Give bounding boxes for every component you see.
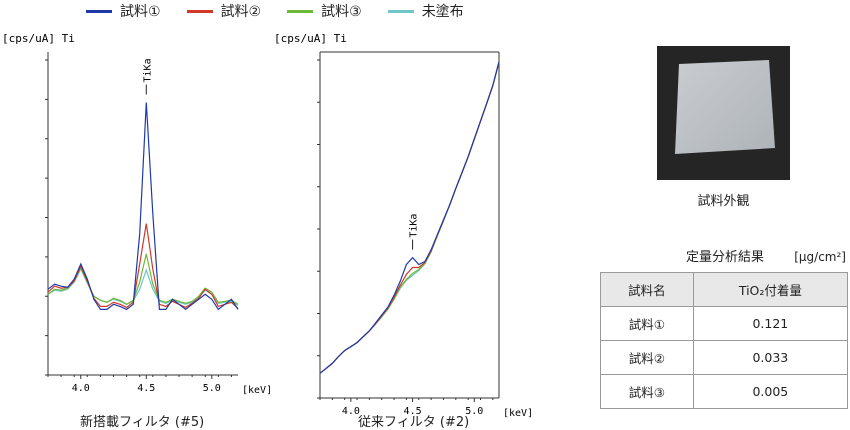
series-line-3	[47, 253, 239, 306]
spectrum-chart-new-filter: [cps/uA] Ti 4.0 4.5 5.0 [keV] TiKa	[2, 32, 272, 396]
spectrum-chart-conventional-filter: [cps/uA] Ti 4.0 4.5 5.0 [keV] TiKa	[274, 32, 533, 419]
results-table: 試料名 TiO₂付着量 試料① 0.121 試料② 0.033 試料③ 0.00…	[600, 272, 849, 409]
header-tio2-amount: TiO₂付着量	[692, 272, 849, 307]
cell-amount: 0.121	[692, 306, 849, 341]
legend-label-uncoated: 未塗布	[421, 4, 464, 20]
table-row: 試料① 0.121	[600, 306, 849, 341]
caption-conventional-filter: 従来フィルタ (#2)	[358, 415, 470, 430]
x-tick-label: 4.0	[72, 383, 90, 394]
legend-swatch-uncoated	[387, 9, 414, 13]
cell-amount: 0.033	[692, 340, 849, 375]
x-tick-label: 4.5	[137, 383, 155, 394]
table-row: 試料② 0.033	[600, 340, 849, 375]
x-axis-label: [keV]	[242, 385, 272, 396]
header-sample-name: 試料名	[600, 272, 694, 307]
series-line-1	[47, 102, 239, 311]
sample-appearance-label: 試料外観	[697, 194, 750, 209]
table-row: 試料③ 0.005	[600, 374, 849, 409]
cell-sample-name: 試料②	[600, 340, 694, 375]
legend-item-uncoated: 未塗布	[387, 1, 464, 21]
legend-label-sample1: 試料①	[120, 4, 161, 20]
legend-item-sample3: 試料③	[287, 1, 362, 21]
chart-legend: 試料① 試料② 試料③ 未塗布	[86, 0, 464, 22]
series-line-2	[47, 223, 239, 309]
y-axis-label: [cps/uA] Ti	[274, 32, 347, 45]
x-tick-label: 5.0	[203, 383, 221, 394]
legend-item-sample1: 試料①	[86, 1, 161, 21]
legend-label-sample2: 試料②	[220, 4, 262, 20]
annotation-label: TiKa	[409, 214, 420, 238]
analysis-title: 定量分析結果	[685, 250, 764, 265]
series-line-1	[319, 61, 500, 374]
x-axis-label: [keV]	[503, 408, 533, 419]
cell-sample-name: 試料③	[600, 374, 694, 409]
sample-photo	[657, 46, 790, 180]
legend-swatch-sample2	[186, 9, 213, 13]
cell-sample-name: 試料①	[600, 306, 694, 341]
cell-amount: 0.005	[692, 374, 849, 409]
caption-new-filter: 新搭載フィルタ (#5)	[80, 415, 205, 430]
sample-photo-image	[657, 46, 790, 180]
table-header-row: 試料名 TiO₂付着量	[600, 272, 849, 307]
legend-swatch-sample3	[287, 9, 314, 13]
annotation-label: TiKa	[142, 58, 153, 82]
legend-item-sample2: 試料②	[186, 1, 262, 21]
legend-swatch-sample1	[86, 9, 112, 13]
x-tick-label: 4.0	[342, 406, 360, 417]
x-tick-label: 4.5	[404, 406, 422, 417]
x-tick-label: 5.0	[465, 406, 483, 417]
unit-label: [μg/cm²]	[794, 250, 846, 264]
y-axis-label: [cps/uA] Ti	[2, 32, 75, 45]
sample-plate	[675, 60, 775, 154]
legend-label-sample3: 試料③	[321, 4, 362, 20]
